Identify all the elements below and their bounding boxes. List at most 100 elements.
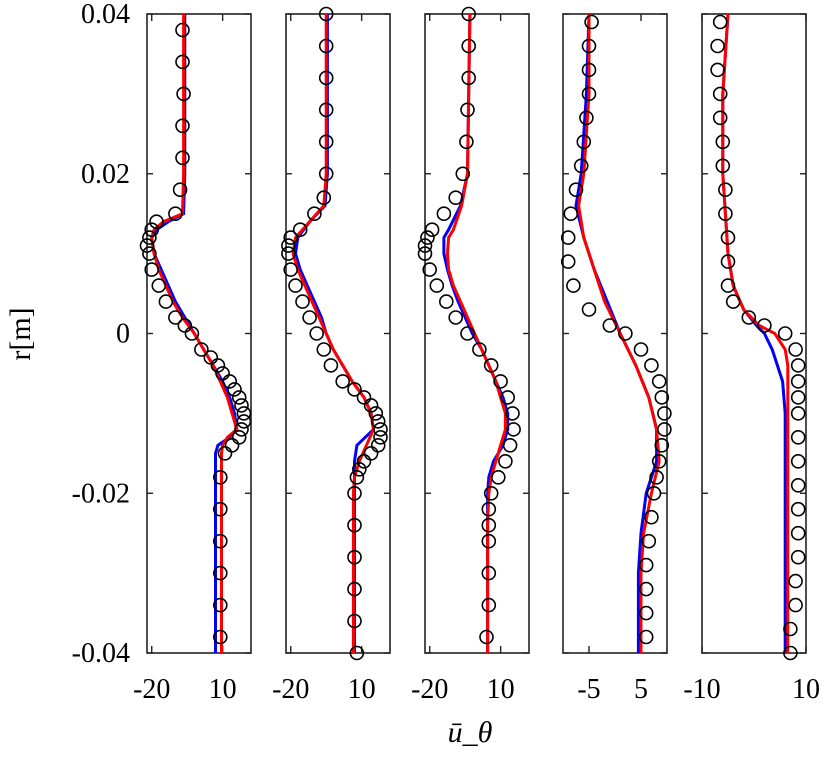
data-point-marker — [783, 621, 798, 637]
panel-3: -20 10 — [411, 6, 530, 705]
data-point-marker — [436, 206, 452, 221]
data-point-marker — [224, 437, 240, 453]
data-point-marker — [349, 645, 365, 661]
data-point-marker — [302, 310, 317, 325]
data-point-marker — [720, 278, 736, 293]
series-red-line — [445, 13, 507, 653]
x-tick-label: 10 — [487, 674, 515, 705]
data-point-marker — [422, 262, 438, 277]
data-point-marker — [283, 262, 299, 277]
data-point-marker — [479, 629, 494, 645]
data-point-marker — [236, 414, 252, 429]
x-tick-label: 10 — [348, 674, 376, 705]
marker-series — [710, 14, 806, 661]
data-point-marker — [581, 38, 597, 54]
data-point-marker — [573, 158, 589, 174]
data-point-marker — [318, 38, 334, 54]
data-point-marker — [584, 14, 599, 30]
data-point-marker — [788, 342, 803, 357]
data-point-marker — [194, 342, 209, 357]
data-point-marker — [757, 318, 772, 333]
data-point-marker — [373, 429, 388, 445]
x-tick-label: 10 — [209, 674, 237, 705]
data-point-marker — [175, 150, 190, 166]
data-point-marker — [712, 86, 728, 102]
data-point-marker — [213, 533, 228, 549]
data-point-marker — [231, 390, 247, 405]
data-point-marker — [502, 437, 518, 453]
data-point-marker — [217, 445, 233, 461]
data-point-marker — [576, 134, 592, 150]
x-tick-label: -20 — [133, 674, 170, 705]
data-point-marker — [715, 158, 731, 174]
data-point-marker — [712, 110, 728, 126]
data-point-marker — [506, 422, 521, 437]
data-point-marker — [318, 6, 334, 22]
data-point-marker — [318, 102, 334, 118]
data-point-marker — [144, 222, 159, 237]
data-point-marker — [318, 134, 334, 150]
y-tick-label: 0 — [116, 319, 130, 350]
data-point-marker — [213, 629, 228, 645]
data-point-marker — [347, 613, 362, 629]
data-point-marker — [790, 358, 806, 373]
data-point-marker — [168, 310, 183, 325]
data-point-marker — [720, 254, 736, 269]
data-point-marker — [644, 358, 659, 373]
data-point-marker — [144, 262, 159, 277]
data-point-marker — [618, 326, 633, 341]
data-point-marker — [175, 118, 190, 134]
data-point-marker — [213, 501, 228, 517]
data-point-marker — [323, 358, 339, 373]
data-point-marker — [581, 62, 597, 78]
data-point-marker — [318, 70, 334, 86]
data-point-marker — [718, 182, 733, 197]
data-point-marker — [493, 374, 508, 389]
data-point-marker — [790, 525, 806, 541]
series-red-line — [577, 14, 661, 653]
data-point-marker — [788, 573, 803, 589]
data-point-marker — [210, 358, 226, 373]
data-point-marker — [429, 278, 445, 293]
data-point-marker — [149, 214, 164, 229]
data-point-marker — [460, 326, 475, 341]
panel-2: -20 10 — [272, 6, 391, 705]
data-point-marker — [307, 206, 322, 221]
data-point-marker — [309, 326, 325, 341]
data-point-marker — [715, 134, 731, 150]
data-point-marker — [438, 294, 454, 309]
data-point-marker — [417, 238, 433, 253]
x-tick-label: -10 — [683, 674, 720, 705]
data-point-marker — [142, 230, 157, 245]
data-point-marker — [231, 429, 247, 445]
data-point-marker — [500, 390, 516, 405]
data-point-marker — [633, 342, 649, 357]
data-point-marker — [175, 22, 190, 38]
data-point-marker — [424, 222, 440, 237]
data-point-marker — [316, 190, 332, 205]
data-point-marker — [654, 437, 670, 453]
data-point-marker — [788, 597, 803, 613]
x-tick-label: -20 — [411, 674, 448, 705]
data-point-marker — [657, 422, 672, 437]
panel-5: -10 10 — [683, 13, 820, 705]
data-point-marker — [213, 597, 228, 613]
data-point-marker — [283, 230, 299, 245]
data-point-marker — [498, 453, 513, 469]
data-point-marker — [139, 238, 155, 253]
data-point-marker — [176, 86, 191, 102]
data-point-marker — [316, 342, 332, 357]
data-point-marker — [483, 485, 499, 501]
y-tick-label: 0.04 — [81, 0, 130, 30]
data-point-marker — [790, 477, 806, 493]
marker-series — [139, 22, 252, 645]
panel-frame — [424, 13, 530, 654]
data-point-marker — [363, 445, 379, 461]
data-point-marker — [790, 429, 806, 445]
marker-series — [281, 6, 388, 661]
data-point-marker — [712, 14, 728, 30]
data-point-marker — [151, 278, 167, 293]
data-point-marker — [363, 398, 379, 413]
data-point-marker — [651, 453, 667, 469]
